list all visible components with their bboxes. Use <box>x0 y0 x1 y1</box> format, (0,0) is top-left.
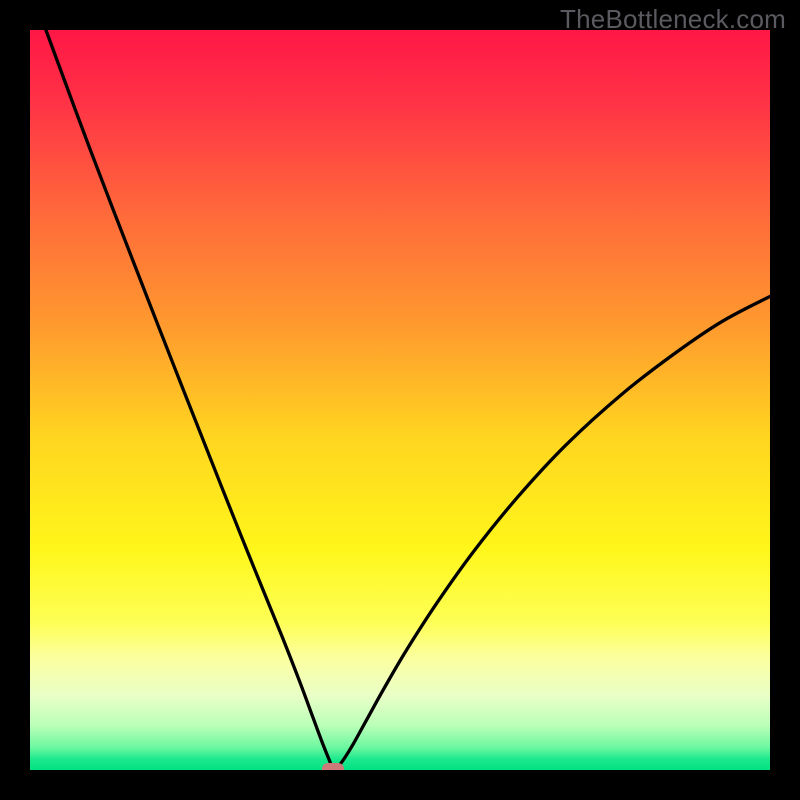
chart-frame: TheBottleneck.com <box>0 0 800 800</box>
plot-area <box>30 30 770 770</box>
minimum-marker <box>322 763 344 770</box>
v-curve <box>46 30 770 770</box>
curve-layer <box>30 30 770 770</box>
